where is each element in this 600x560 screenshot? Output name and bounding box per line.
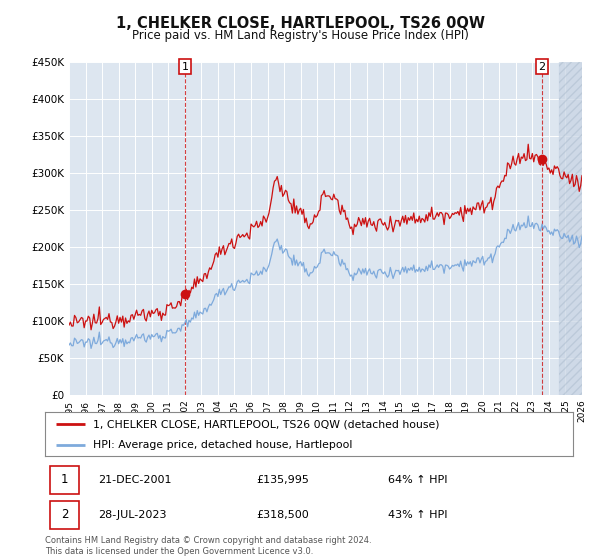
Text: HPI: Average price, detached house, Hartlepool: HPI: Average price, detached house, Hart… bbox=[92, 440, 352, 450]
Text: £318,500: £318,500 bbox=[256, 510, 309, 520]
Text: 43% ↑ HPI: 43% ↑ HPI bbox=[388, 510, 448, 520]
Text: 28-JUL-2023: 28-JUL-2023 bbox=[98, 510, 166, 520]
Text: Price paid vs. HM Land Registry's House Price Index (HPI): Price paid vs. HM Land Registry's House … bbox=[131, 29, 469, 42]
Text: 1: 1 bbox=[181, 62, 188, 72]
Text: Contains HM Land Registry data © Crown copyright and database right 2024.
This d: Contains HM Land Registry data © Crown c… bbox=[45, 536, 371, 556]
Text: 1, CHELKER CLOSE, HARTLEPOOL, TS26 0QW (detached house): 1, CHELKER CLOSE, HARTLEPOOL, TS26 0QW (… bbox=[92, 419, 439, 429]
Text: 64% ↑ HPI: 64% ↑ HPI bbox=[388, 475, 448, 485]
Bar bbox=[559, 62, 582, 395]
Text: 1, CHELKER CLOSE, HARTLEPOOL, TS26 0QW: 1, CHELKER CLOSE, HARTLEPOOL, TS26 0QW bbox=[115, 16, 485, 31]
Bar bbox=[559, 62, 582, 395]
Text: 21-DEC-2001: 21-DEC-2001 bbox=[98, 475, 172, 485]
Text: 2: 2 bbox=[61, 508, 68, 521]
Bar bbox=[50, 501, 79, 529]
Text: £135,995: £135,995 bbox=[256, 475, 309, 485]
Text: 2: 2 bbox=[538, 62, 545, 72]
Text: 1: 1 bbox=[61, 473, 68, 487]
Bar bbox=[50, 466, 79, 494]
